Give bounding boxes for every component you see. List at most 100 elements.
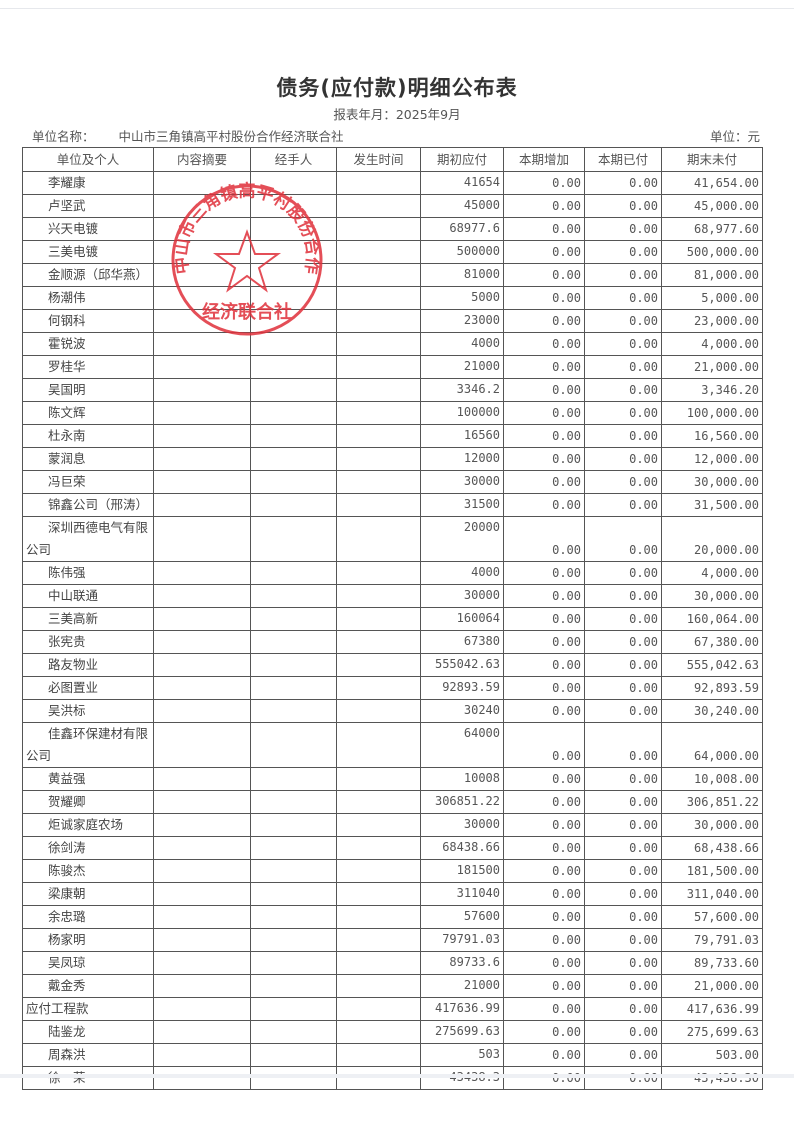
date-cell [336, 974, 421, 998]
payables-table: 单位及个人 内容摘要 经手人 发生时间 期初应付 本期增加 本期已付 期末未付 李耀康 4165… [22, 147, 763, 1090]
payee-name: 徐剑涛 [22, 836, 154, 860]
unit-name: 中山市三角镇高平村股份合作经济联合社 [118, 129, 344, 144]
closing-unpaid: 30,000.00 [661, 470, 763, 494]
summary-cell [153, 1066, 251, 1090]
payee-name: 陈伟强 [22, 561, 154, 585]
column-header: 本期已付 [584, 147, 662, 172]
closing-unpaid: 41,654.00 [661, 171, 763, 195]
period-increase: 0.00 [503, 905, 585, 929]
opening-payable: 64000 [420, 722, 504, 768]
summary-cell [153, 767, 251, 791]
summary-cell [153, 447, 251, 471]
handler-cell [250, 997, 337, 1021]
date-cell [336, 905, 421, 929]
handler-cell [250, 584, 337, 608]
period-paid: 0.00 [584, 882, 662, 906]
handler-cell [250, 722, 337, 768]
payee-name: 应付工程款 [22, 997, 154, 1021]
date-cell [336, 378, 421, 402]
table-row: 李耀康 41654 0.00 0.00 41,654.00 [22, 171, 763, 195]
date-cell [336, 470, 421, 494]
period-paid: 0.00 [584, 332, 662, 356]
period-increase: 0.00 [503, 997, 585, 1021]
period-increase: 0.00 [503, 951, 585, 975]
summary-cell [153, 859, 251, 883]
handler-cell [250, 378, 337, 402]
handler-cell [250, 767, 337, 791]
payee-name: 中山联通 [22, 584, 154, 608]
closing-unpaid: 31,500.00 [661, 493, 763, 517]
period-paid: 0.00 [584, 790, 662, 814]
summary-cell [153, 493, 251, 517]
period-increase: 0.00 [503, 882, 585, 906]
table-row: 三美电镀 500000 0.00 0.00 500,000.00 [22, 240, 763, 264]
handler-cell [250, 905, 337, 929]
opening-payable: 30000 [420, 584, 504, 608]
period-increase: 0.00 [503, 401, 585, 425]
date-cell [336, 286, 421, 310]
date-cell [336, 882, 421, 906]
date-cell [336, 676, 421, 700]
opening-payable: 30000 [420, 470, 504, 494]
handler-cell [250, 1066, 337, 1090]
summary-cell [153, 309, 251, 333]
period-paid: 0.00 [584, 1066, 662, 1090]
period-paid: 0.00 [584, 263, 662, 287]
table-row: 炬诚家庭农场 30000 0.00 0.00 30,000.00 [22, 813, 763, 837]
closing-unpaid: 417,636.99 [661, 997, 763, 1021]
handler-cell [250, 1043, 337, 1067]
date-cell [336, 240, 421, 264]
period-paid: 0.00 [584, 974, 662, 998]
opening-payable: 31500 [420, 493, 504, 517]
table-row: 吴凤琼 89733.6 0.00 0.00 89,733.60 [22, 951, 763, 975]
summary-cell [153, 263, 251, 287]
opening-payable: 503 [420, 1043, 504, 1067]
summary-cell [153, 470, 251, 494]
handler-cell [250, 171, 337, 195]
payee-name: 李耀康 [22, 171, 154, 195]
period-increase: 0.00 [503, 653, 585, 677]
closing-unpaid: 68,438.66 [661, 836, 763, 860]
period-increase: 0.00 [503, 424, 585, 448]
opening-payable: 10008 [420, 767, 504, 791]
period-paid: 0.00 [584, 470, 662, 494]
date-cell [336, 790, 421, 814]
period-paid: 0.00 [584, 676, 662, 700]
handler-cell [250, 470, 337, 494]
payee-name: 冯巨荣 [22, 470, 154, 494]
opening-payable: 20000 [420, 516, 504, 562]
handler-cell [250, 516, 337, 562]
date-cell [336, 217, 421, 241]
opening-payable: 4000 [420, 561, 504, 585]
payee-name: 陆鉴龙 [22, 1020, 154, 1044]
date-cell [336, 171, 421, 195]
period-increase: 0.00 [503, 194, 585, 218]
column-header: 期末未付 [661, 147, 763, 172]
handler-cell [250, 630, 337, 654]
period-paid: 0.00 [584, 1020, 662, 1044]
table-row: 罗桂华 21000 0.00 0.00 21,000.00 [22, 355, 763, 379]
period-increase: 0.00 [503, 309, 585, 333]
payee-name: 吴洪标 [22, 699, 154, 723]
column-header: 本期增加 [503, 147, 585, 172]
closing-unpaid: 67,380.00 [661, 630, 763, 654]
closing-unpaid: 20,000.00 [661, 516, 763, 562]
closing-unpaid: 4,000.00 [661, 332, 763, 356]
column-header: 经手人 [250, 147, 337, 172]
payee-name: 周森洪 [22, 1043, 154, 1067]
closing-unpaid: 181,500.00 [661, 859, 763, 883]
handler-cell [250, 194, 337, 218]
table-row: 锦鑫公司（邢涛） 31500 0.00 0.00 31,500.00 [22, 493, 763, 517]
payee-name: 罗桂华 [22, 355, 154, 379]
period-paid: 0.00 [584, 859, 662, 883]
table-row: 必图置业 92893.59 0.00 0.00 92,893.59 [22, 676, 763, 700]
date-cell [336, 516, 421, 562]
period-paid: 0.00 [584, 309, 662, 333]
period-increase: 0.00 [503, 378, 585, 402]
summary-cell [153, 240, 251, 264]
summary-cell [153, 378, 251, 402]
period-paid: 0.00 [584, 424, 662, 448]
period-increase: 0.00 [503, 240, 585, 264]
period-increase: 0.00 [503, 1066, 585, 1090]
handler-cell [250, 561, 337, 585]
